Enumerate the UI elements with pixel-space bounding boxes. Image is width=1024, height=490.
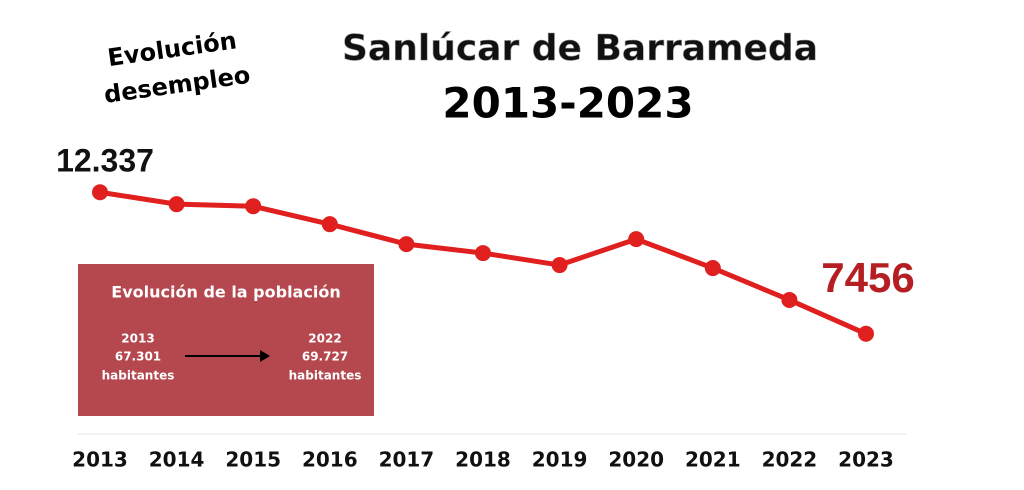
x-tick-label: 2016 [302, 448, 358, 472]
inset-unit: habitantes [102, 369, 175, 383]
inset-value: 67.301 [115, 350, 161, 364]
point [704, 260, 721, 277]
x-tick-label: 2013 [72, 448, 128, 472]
point [321, 216, 338, 233]
point [551, 257, 568, 274]
inset: Evolución de la población 2013 67.301 ha… [78, 264, 374, 416]
chart-title: Sanlúcar de Barrameda [342, 28, 818, 69]
inset-arrowhead [260, 350, 270, 362]
x-tick-label: 2020 [608, 448, 664, 472]
inset-value: 69.727 [302, 350, 348, 364]
point [398, 236, 415, 253]
point [858, 325, 874, 342]
x-tick-label: 2022 [762, 448, 818, 472]
x-tick-label: 2015 [225, 448, 281, 472]
point [475, 245, 491, 262]
value-label: 7456 [821, 254, 914, 301]
tag: Evolución desempleo [102, 26, 252, 109]
inset-title: Evolución de la población [111, 283, 340, 302]
inset-box [78, 264, 374, 416]
inset-unit: habitantes [289, 369, 362, 383]
point [245, 198, 262, 215]
point [781, 291, 798, 308]
x-tick-label: 2018 [455, 448, 511, 472]
value-label: 12.337 [56, 143, 154, 179]
point [92, 184, 108, 201]
x-tick-label: 2019 [532, 448, 588, 472]
x-tick-label: 2017 [379, 448, 435, 472]
chart-subtitle: 2013-2023 [442, 79, 693, 128]
point [168, 196, 185, 213]
x-tick-label: 2021 [685, 448, 741, 472]
inset-year: 2013 [121, 332, 154, 346]
point [628, 231, 645, 248]
x-tick-label: 2014 [149, 448, 205, 472]
x-tick-label: 2023 [838, 448, 894, 472]
inset-year: 2022 [308, 332, 341, 346]
